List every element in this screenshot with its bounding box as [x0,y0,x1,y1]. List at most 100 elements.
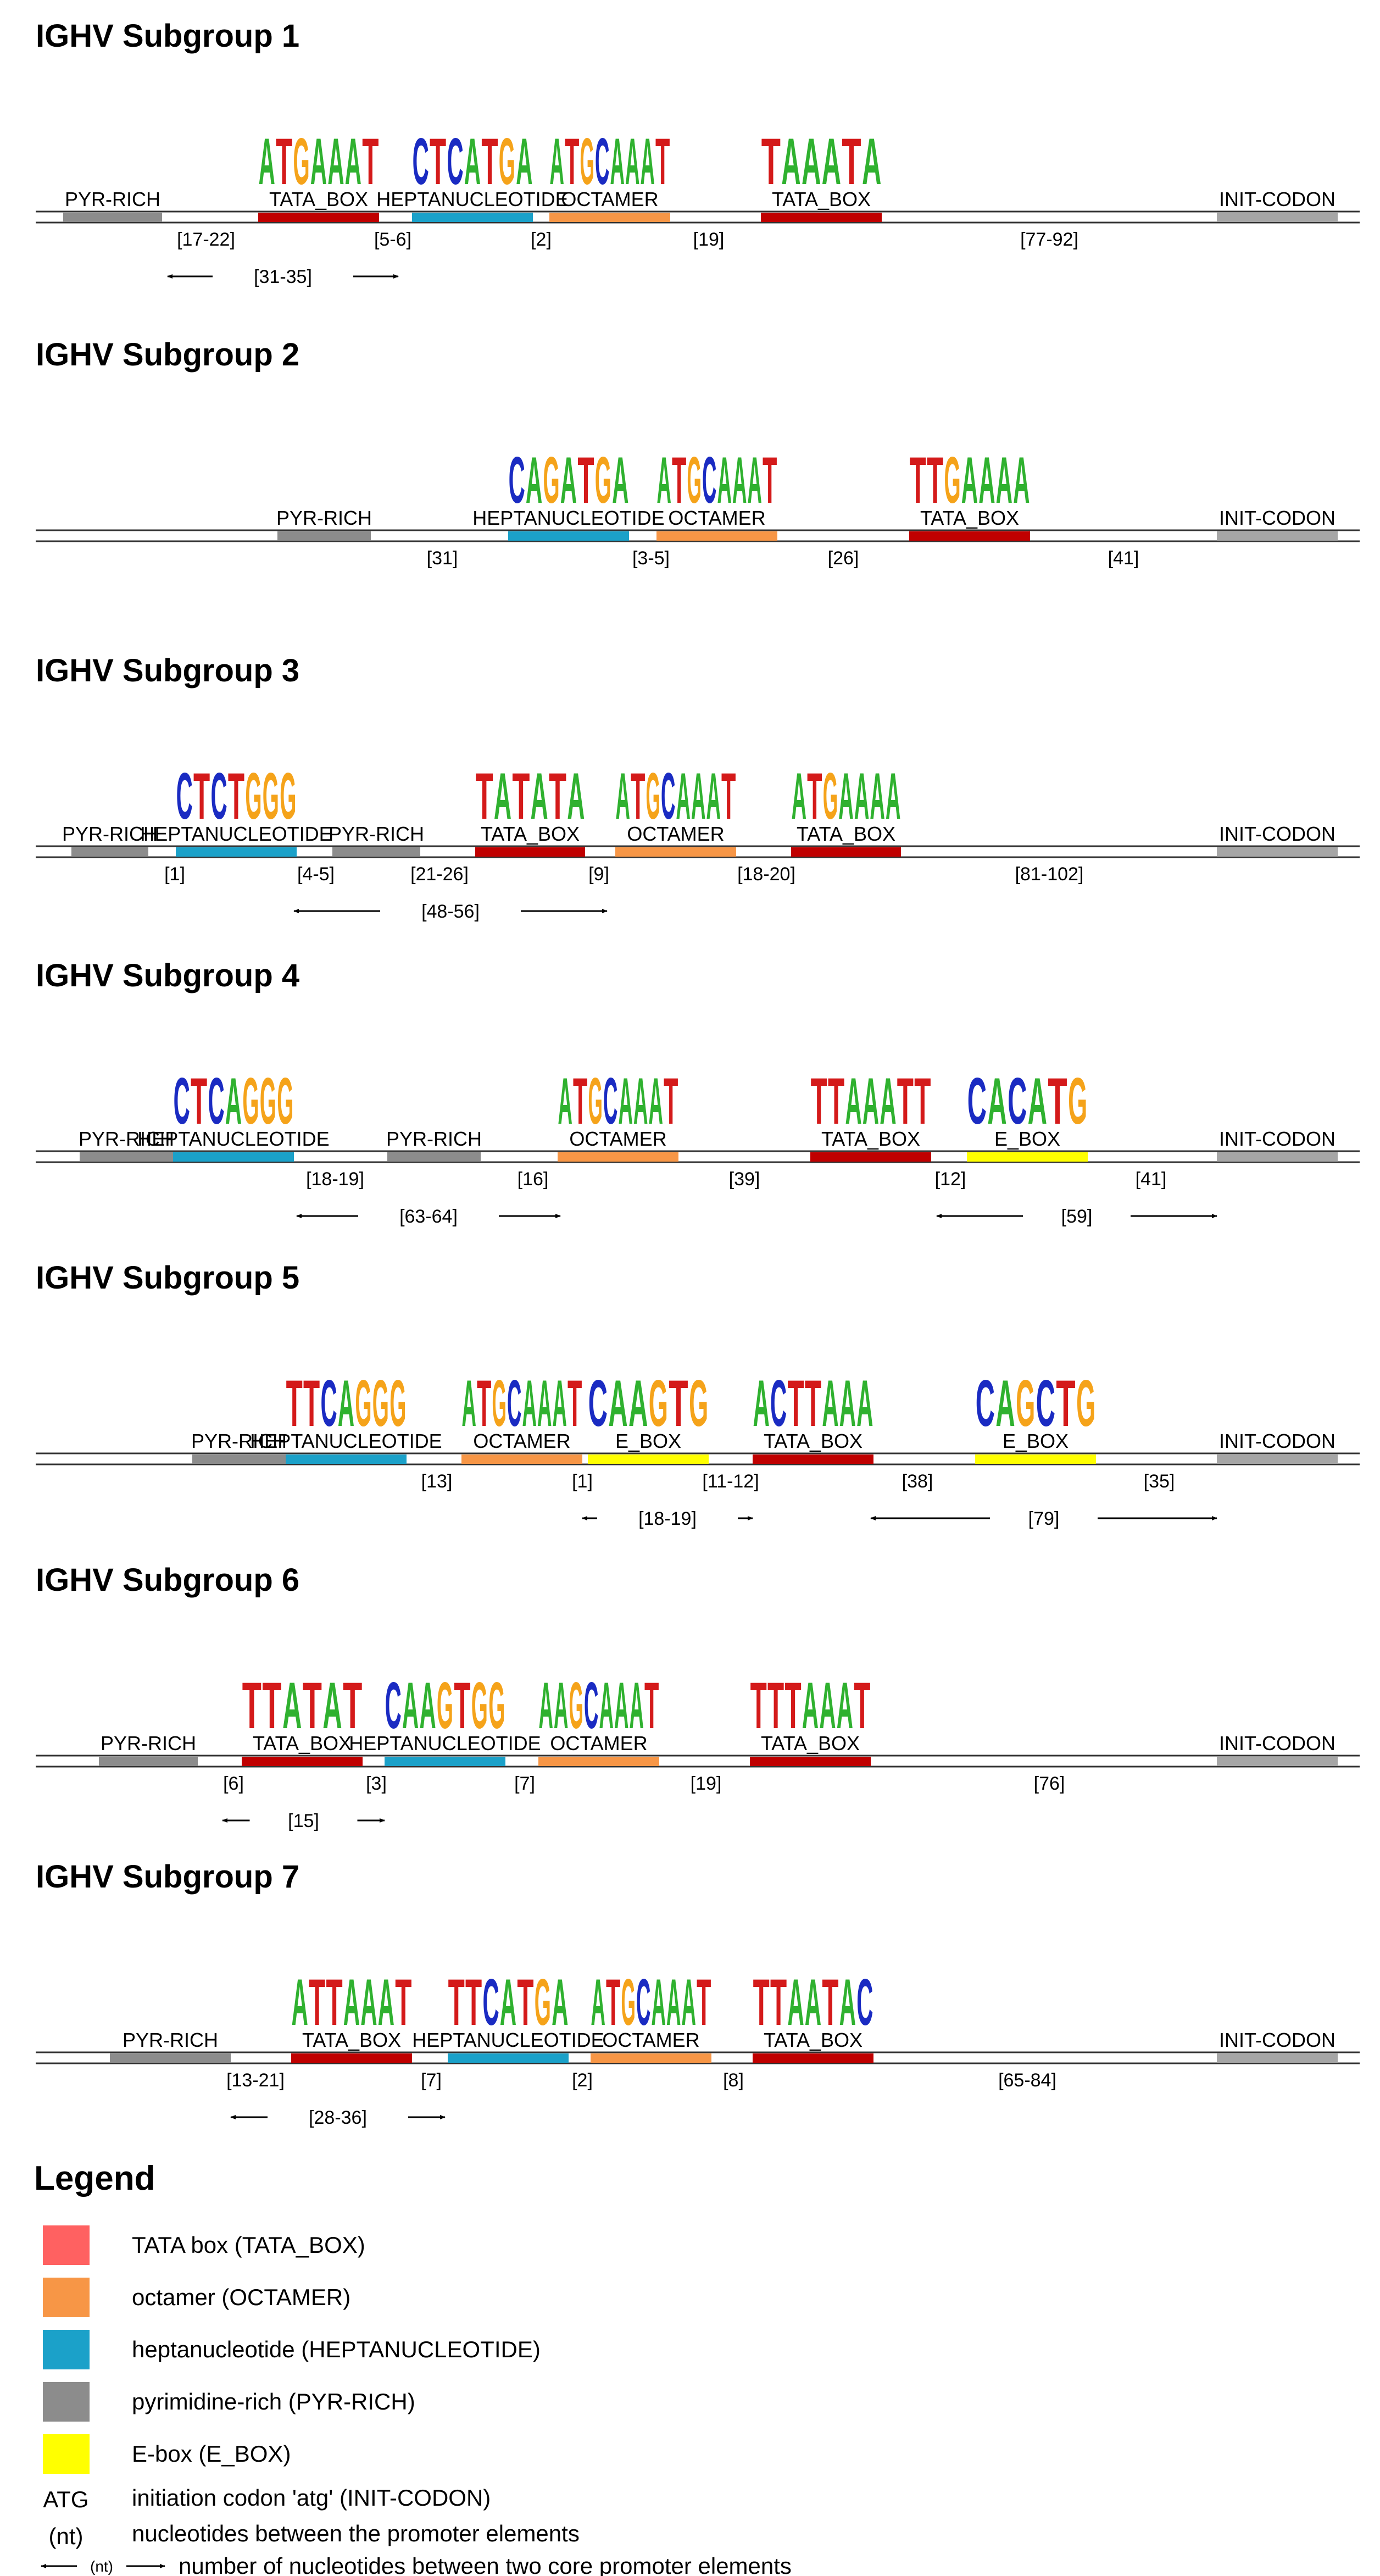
gap-label: [19] [693,229,725,250]
heptanucleotide-label: HEPTANUCLEOTIDE [140,823,332,845]
logo-letter-c: C [208,1064,224,1138]
legend-title: Legend [34,2159,155,2197]
logo-letter-t: T [644,1669,659,1742]
logo-letter-g: G [689,1367,708,1440]
tata-box-label: TATA_BOX [253,1732,352,1755]
logo-letter-c: C [702,443,716,517]
logo-letter-a: A [343,1966,360,2039]
logo-letter-a: A [322,1669,342,1742]
legend-item-label: pyrimidine-rich (PYR-RICH) [132,2389,415,2414]
tata-box-bar [810,1152,931,1162]
gap-label: [2] [572,2070,593,2091]
logo-letter-a: A [625,125,639,198]
pyr-rich-label: PYR-RICH [123,2029,218,2051]
logo-letter-t: T [750,1669,767,1742]
logo-letter-a: A [338,1367,354,1440]
logo-letter-a: A [567,759,585,833]
logo-letter-t: T [787,1367,804,1440]
logo-letter-g: G [1016,1367,1035,1440]
logo-letter-a: A [987,1064,1006,1138]
logo-letter-g: G [372,1367,389,1440]
heptanucleotide-label: HEPTANUCLEOTIDE [472,507,664,529]
e-box-label: E_BOX [994,1128,1060,1150]
logo-letter-a: A [591,1966,605,2039]
logo-letter-c: C [636,1966,650,2039]
heptanucleotide-label: HEPTANUCLEOTIDE [376,188,568,210]
octamer-bar [656,531,777,541]
init-codon-label: INIT-CODON [1219,823,1336,845]
pyr-rich-label: PYR-RICH [329,823,424,845]
heptanucleotide-bar [286,1454,407,1464]
logo-letter-t: T [897,1064,914,1138]
tata-box-bar [761,213,882,222]
logo-letter-t: T [927,443,943,517]
tata-box-bar [475,847,585,857]
tata-box-bar [291,2053,412,2063]
logo-letter-t: T [577,443,594,517]
logo-letter-a: A [1013,443,1030,517]
logo-letter-t: T [343,1669,362,1742]
octamer-bar [591,2053,711,2063]
init-codon-bar [1217,847,1338,857]
logo-letter-a: A [537,1367,552,1440]
logo-letter-t: T [753,1966,770,2039]
logo-letter-t: T [573,1064,587,1138]
subgroup-title: IGHV Subgroup 3 [36,653,299,689]
logo-letter-a: A [500,1966,516,2039]
logo-letter-g: G [621,1966,636,2039]
logo-letter-a: A [657,443,671,517]
tata-box-label: TATA_BOX [269,188,368,210]
logo-letter-a: A [539,1669,553,1742]
logo-letter-a: A [633,1064,648,1138]
pyr-rich-bar [387,1152,481,1162]
logo-letter-a: A [682,1966,696,2039]
logo-letter-t: T [286,1367,303,1440]
logo-letter-g: G [535,1966,551,2039]
logo-letter-a: A [802,125,821,198]
logo-letter-t: T [326,1966,342,2039]
span-label: [59] [1061,1206,1093,1227]
pyr-rich-bar [71,847,148,857]
gap-label: [3] [366,1773,387,1794]
logo-letter-g: G [499,125,515,198]
gap-label: [31] [427,548,458,569]
tata-box-bar [750,1757,871,1766]
gap-label: [7] [421,2070,442,2091]
logo-letter-t: T [606,1966,620,2039]
logo-letter-t: T [465,1966,482,2039]
logo-letter-g: G [488,1669,505,1742]
pyr-rich-bar [277,531,371,541]
logo-letter-t: T [454,1669,470,1742]
octamer-bar [461,1454,582,1464]
logo-letter-t: T [672,443,686,517]
logo-letter-t: T [854,1669,870,1742]
logo-letter-t: T [784,1669,801,1742]
e-box-label: E_BOX [615,1430,681,1452]
logo-letter-a: A [619,1064,633,1138]
legend-span-symbol: (nt) [90,2558,113,2575]
logo-letter-a: A [862,125,881,198]
logo-letter-a: A [838,759,853,833]
logo-letter-g: G [687,443,702,517]
logo-letter-g: G [245,759,261,833]
subgroup-title: IGHV Subgroup 2 [36,337,299,373]
span-label: [15] [288,1811,319,1831]
octamer-label: OCTAMER [550,1732,647,1755]
init-codon-bar [1217,1757,1338,1766]
logo-letter-t: T [477,1367,491,1440]
logo-letter-a: A [839,1367,856,1440]
logo-letter-a: A [978,443,995,517]
init-codon-bar [1217,1454,1338,1464]
